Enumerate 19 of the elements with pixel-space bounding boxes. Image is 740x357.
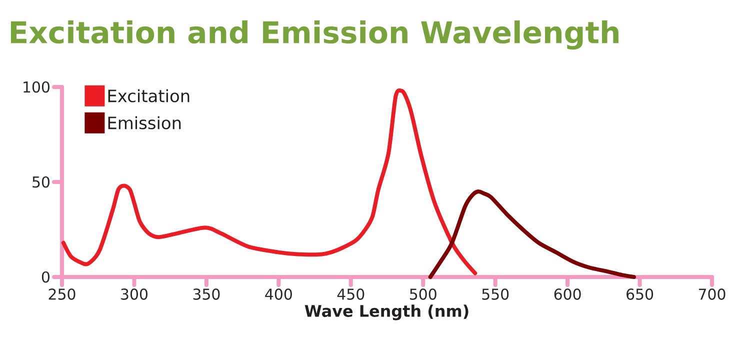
x-tick-label: 300 — [121, 288, 148, 300]
y-tick-label: 0 — [42, 271, 50, 283]
x-tick-label: 700 — [698, 288, 726, 300]
y-tick-label: 100 — [24, 81, 50, 93]
chart-title: Excitation and Emission Wavelength — [10, 20, 618, 50]
x-tick-label: 550 — [482, 288, 509, 300]
x-tick-label: 450 — [337, 288, 364, 300]
x-tick-label: 500 — [410, 288, 436, 300]
line-series — [61, 88, 478, 276]
x-tick-label: 650 — [626, 288, 654, 300]
line-series — [428, 190, 636, 279]
x-tick-label: 350 — [193, 288, 220, 300]
legend-label: Emission — [108, 116, 181, 130]
x-tick-label: 250 — [48, 288, 76, 300]
y-tick-label: 50 — [32, 176, 50, 188]
x-axis-title: Wave Length (nm) — [304, 304, 468, 320]
legend-label: Excitation — [108, 89, 190, 102]
x-tick-label: 600 — [554, 288, 581, 300]
x-tick-label: 400 — [265, 288, 292, 300]
